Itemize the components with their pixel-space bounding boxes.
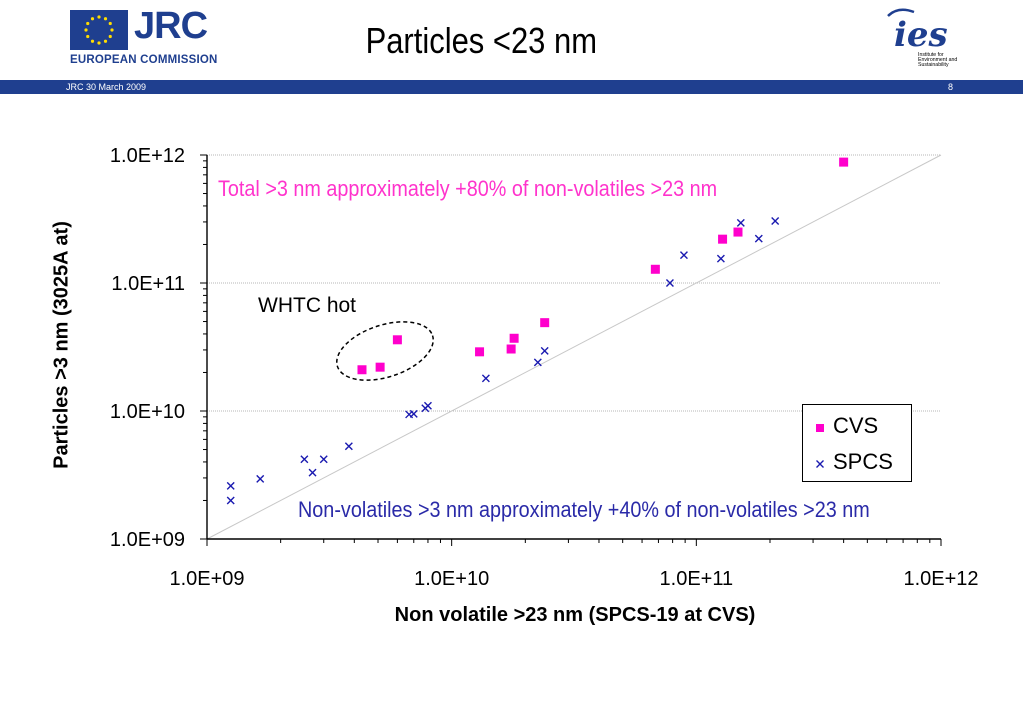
eu-star: [108, 21, 112, 26]
spcs-point: [771, 217, 780, 226]
x-marker-icon: [816, 460, 824, 468]
eu-star: [103, 17, 108, 21]
eu-star: [97, 41, 101, 45]
spcs-point: [665, 279, 674, 287]
eu-star: [84, 28, 88, 32]
cvs-point: [357, 365, 367, 375]
chart-legend: CVS SPCS: [802, 404, 912, 482]
whtc-hot-ellipse: [336, 321, 434, 381]
x-tick-label: 1.0E+12: [903, 568, 978, 590]
svg-text:Institute for: Institute for: [918, 52, 944, 58]
header-bar: [0, 80, 1023, 94]
eu-star: [90, 17, 95, 21]
y-tick-label: 1.0E+11: [111, 273, 185, 295]
y-tick-label: 1.0E+12: [110, 145, 185, 167]
gridlines: [207, 154, 941, 412]
eu-star: [108, 34, 112, 39]
spcs-point: [481, 374, 490, 383]
x-tick-label: 1.0E+11: [660, 568, 734, 590]
annotation-whtc-hot: WHTC hot: [258, 294, 357, 317]
ies-logo-icon: ies Institute for Environment and Sustai…: [887, 8, 957, 68]
tick-marks: [200, 154, 942, 546]
cvs-point: [375, 362, 385, 372]
spcs-point: [716, 254, 725, 263]
y-tick-label: 1.0E+10: [110, 401, 185, 423]
eu-star: [86, 34, 90, 39]
legend-label-spcs: SPCS: [833, 449, 893, 474]
data-points: [226, 157, 849, 505]
page-title: Particles <23 nm: [365, 20, 598, 61]
spcs-point: [226, 481, 235, 490]
spcs-point: [754, 234, 763, 243]
spcs-point: [736, 218, 745, 227]
page-number: 8: [948, 82, 954, 92]
spcs-point: [540, 346, 549, 355]
reference-line-y-equals-x: [206, 154, 942, 540]
cvs-point: [839, 157, 849, 167]
cvs-point: [392, 335, 402, 345]
svg-text:Sustainability: Sustainability: [918, 62, 949, 68]
eu-flag-logo: [70, 10, 128, 50]
legend-label-cvs: CVS: [833, 413, 879, 438]
annotation-total: Total >3 nm approximately +80% of non-vo…: [218, 176, 718, 201]
spcs-point: [679, 251, 688, 260]
square-marker-icon: [816, 424, 824, 432]
spcs-point: [308, 468, 317, 477]
eu-star: [97, 15, 101, 19]
eu-star: [90, 39, 95, 43]
spcs-point: [319, 455, 328, 464]
spcs-point: [300, 455, 309, 464]
eu-star: [103, 39, 108, 43]
spcs-point: [226, 496, 235, 505]
cvs-point: [509, 333, 519, 343]
y-axis-label: Particles >3 nm (3025A at): [50, 221, 73, 469]
spcs-point: [409, 409, 418, 418]
svg-text:Environment and: Environment and: [918, 57, 957, 63]
x-tick-label: 1.0E+09: [169, 568, 244, 590]
european-commission-text: EUROPEAN COMMISSION: [70, 54, 218, 66]
spcs-point: [533, 358, 542, 367]
date-label: JRC 30 March 2009: [66, 82, 147, 92]
x-tick-label: 1.0E+10: [414, 568, 489, 590]
slide-header: JRC EUROPEAN COMMISSION Particles <23 nm…: [0, 0, 1023, 80]
spcs-point: [256, 474, 265, 483]
cvs-point: [540, 318, 550, 328]
eu-star: [110, 28, 114, 32]
y-tick-label: 1.0E+09: [110, 529, 185, 551]
annotation-non-volatiles: Non-volatiles >3 nm approximately +40% o…: [298, 497, 870, 522]
cvs-point: [650, 264, 660, 274]
jrc-logo-text: JRC: [134, 5, 208, 47]
x-axis-label: Non volatile >23 nm (SPCS-19 at CVS): [394, 604, 756, 626]
tick-labels: 1.0E+09 1.0E+10 1.0E+11 1.0E+12 1.0E+09 1.0E+…: [110, 145, 979, 590]
cvs-point: [718, 234, 728, 244]
cvs-point: [475, 347, 485, 357]
cvs-point: [506, 344, 516, 354]
svg-text:ies: ies: [894, 15, 948, 55]
spcs-point: [423, 401, 432, 410]
cvs-point: [733, 227, 743, 237]
axes: [206, 155, 941, 540]
eu-star: [86, 21, 90, 26]
spcs-point: [344, 442, 353, 451]
eu-stars-icon: [84, 15, 114, 45]
